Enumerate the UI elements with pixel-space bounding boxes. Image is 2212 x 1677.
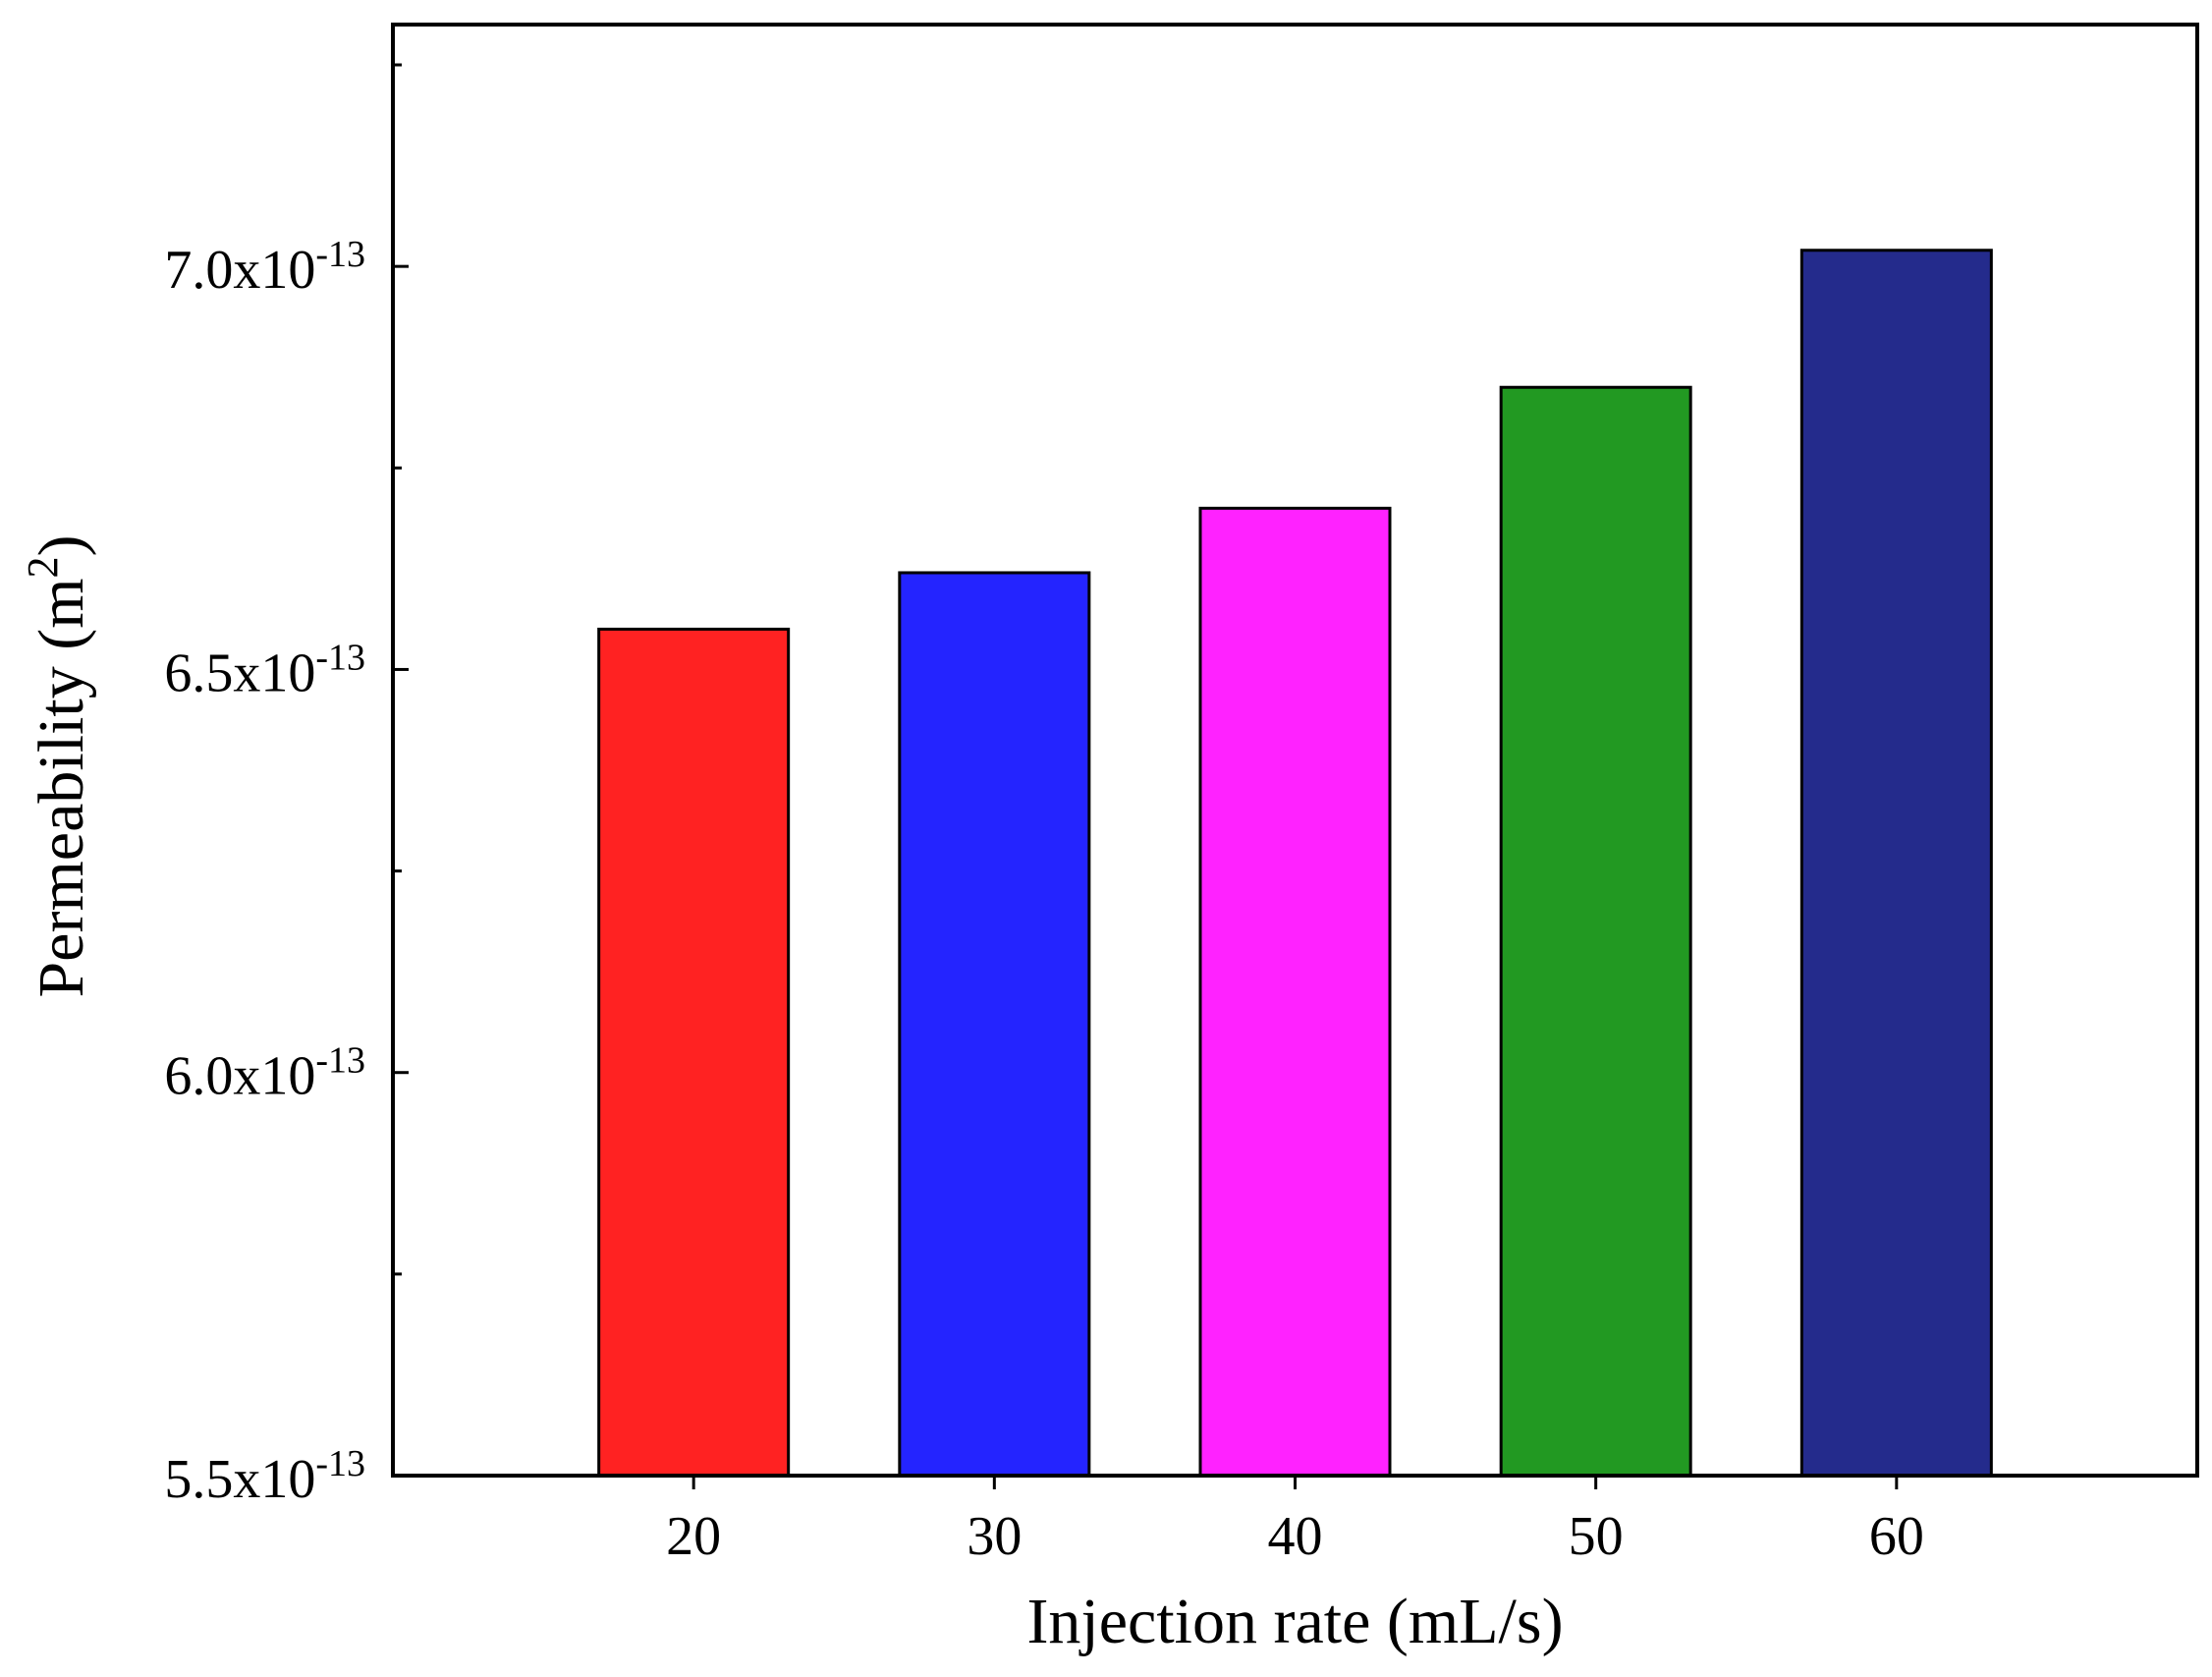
x-tick-label-50: 50 xyxy=(1569,1506,1624,1567)
x-tick-label-20: 20 xyxy=(666,1506,721,1567)
y-tick-label-0: 5.5x10-13 xyxy=(164,1443,365,1510)
x-tick-label-60: 60 xyxy=(1869,1506,1924,1567)
bar-50 xyxy=(1499,385,1692,1478)
bar-30 xyxy=(898,571,1091,1478)
x-tick-label-30: 30 xyxy=(967,1506,1022,1567)
y-tick-label-1: 6.0x10-13 xyxy=(164,1040,365,1107)
plot-frame xyxy=(391,23,2199,1478)
x-axis-label: Injection rate (mL/s) xyxy=(1026,1586,1563,1657)
y-tick-label-2: 6.5x10-13 xyxy=(164,637,365,703)
bars-layer xyxy=(597,249,1993,1478)
y-tick-label-3: 7.0x10-13 xyxy=(164,234,365,301)
bar-60 xyxy=(1799,249,1993,1478)
x-tick-label-40: 40 xyxy=(1268,1506,1323,1567)
labels-layer: 20 30 40 50 60 5.5x10-13 6.0x10-13 6.5x10-13 7.0… xyxy=(19,234,1924,1657)
y-axis-label: Permeability (m2) xyxy=(19,534,97,997)
bar-40 xyxy=(1198,506,1392,1478)
axes-layer xyxy=(391,23,2199,1489)
bar-20 xyxy=(597,627,791,1478)
